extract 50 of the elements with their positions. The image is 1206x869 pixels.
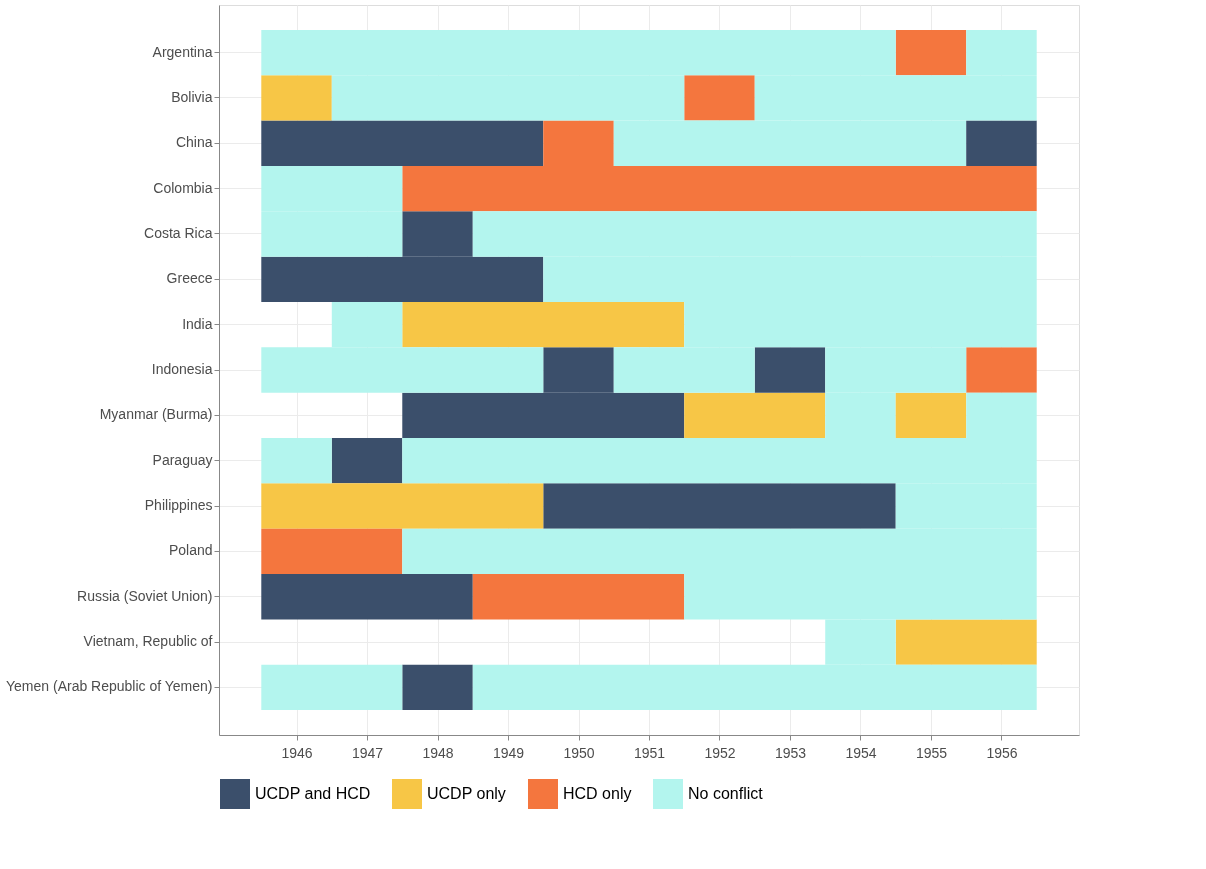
bar [261, 574, 473, 620]
bar [684, 392, 826, 439]
x-tick-label: 1951 [633, 744, 666, 761]
bar [402, 664, 473, 711]
y-tick-label: Russia (Soviet Union) [77, 587, 213, 604]
bar [684, 75, 755, 121]
bar [966, 347, 1037, 393]
y-tick-label: Paraguay [152, 451, 213, 468]
y-tick-label: China [175, 134, 213, 151]
bar [261, 528, 403, 575]
x-tick-label: 1952 [704, 744, 736, 761]
x-tick-label: 1954 [845, 744, 877, 761]
y-tick-label: Bolivia [171, 88, 213, 105]
y-tick-label: Greece [166, 270, 213, 287]
bar [895, 392, 967, 439]
y-tick-label: Myanmar (Burma) [99, 406, 213, 423]
bar [754, 347, 826, 393]
bar [261, 75, 332, 121]
bar [261, 120, 544, 166]
x-tick-label: 1949 [492, 744, 525, 761]
legend-label: HCD only [563, 785, 632, 802]
bar [261, 438, 332, 484]
x-tick-label: 1946 [281, 744, 313, 761]
y-tick-label: Colombia [153, 179, 213, 196]
legend-label: No conflict [688, 785, 764, 802]
bar [966, 120, 1037, 166]
bar [261, 664, 403, 711]
x-tick-label: 1956 [986, 744, 1018, 761]
y-tick-label: Indonesia [151, 361, 213, 377]
y-tick-label: Philippines [144, 497, 213, 514]
bar [472, 574, 685, 620]
bar [543, 483, 896, 529]
bar [895, 619, 1037, 665]
x-tick-label: 1953 [774, 744, 807, 761]
y-tick-label: Argentina [152, 43, 213, 60]
bar [331, 438, 403, 484]
bar [402, 301, 685, 348]
x-tick-label: 1948 [422, 744, 454, 761]
legend-label: UCDP and HCD [255, 785, 371, 802]
x-tick-label: 1947 [351, 744, 384, 761]
y-tick-label: India [182, 315, 213, 332]
x-tick-label: 1955 [915, 744, 948, 761]
legend-label: UCDP only [427, 785, 506, 802]
y-tick-label: Vietnam, Republic of [83, 633, 213, 650]
y-tick-label: Poland [168, 542, 213, 559]
y-tick-label: Yemen (Arab Republic of Yemen) [6, 678, 213, 695]
x-tick-label: 1950 [563, 744, 595, 761]
bar [261, 483, 544, 529]
bar [895, 29, 967, 76]
y-tick-label: Costa Rica [144, 224, 213, 241]
